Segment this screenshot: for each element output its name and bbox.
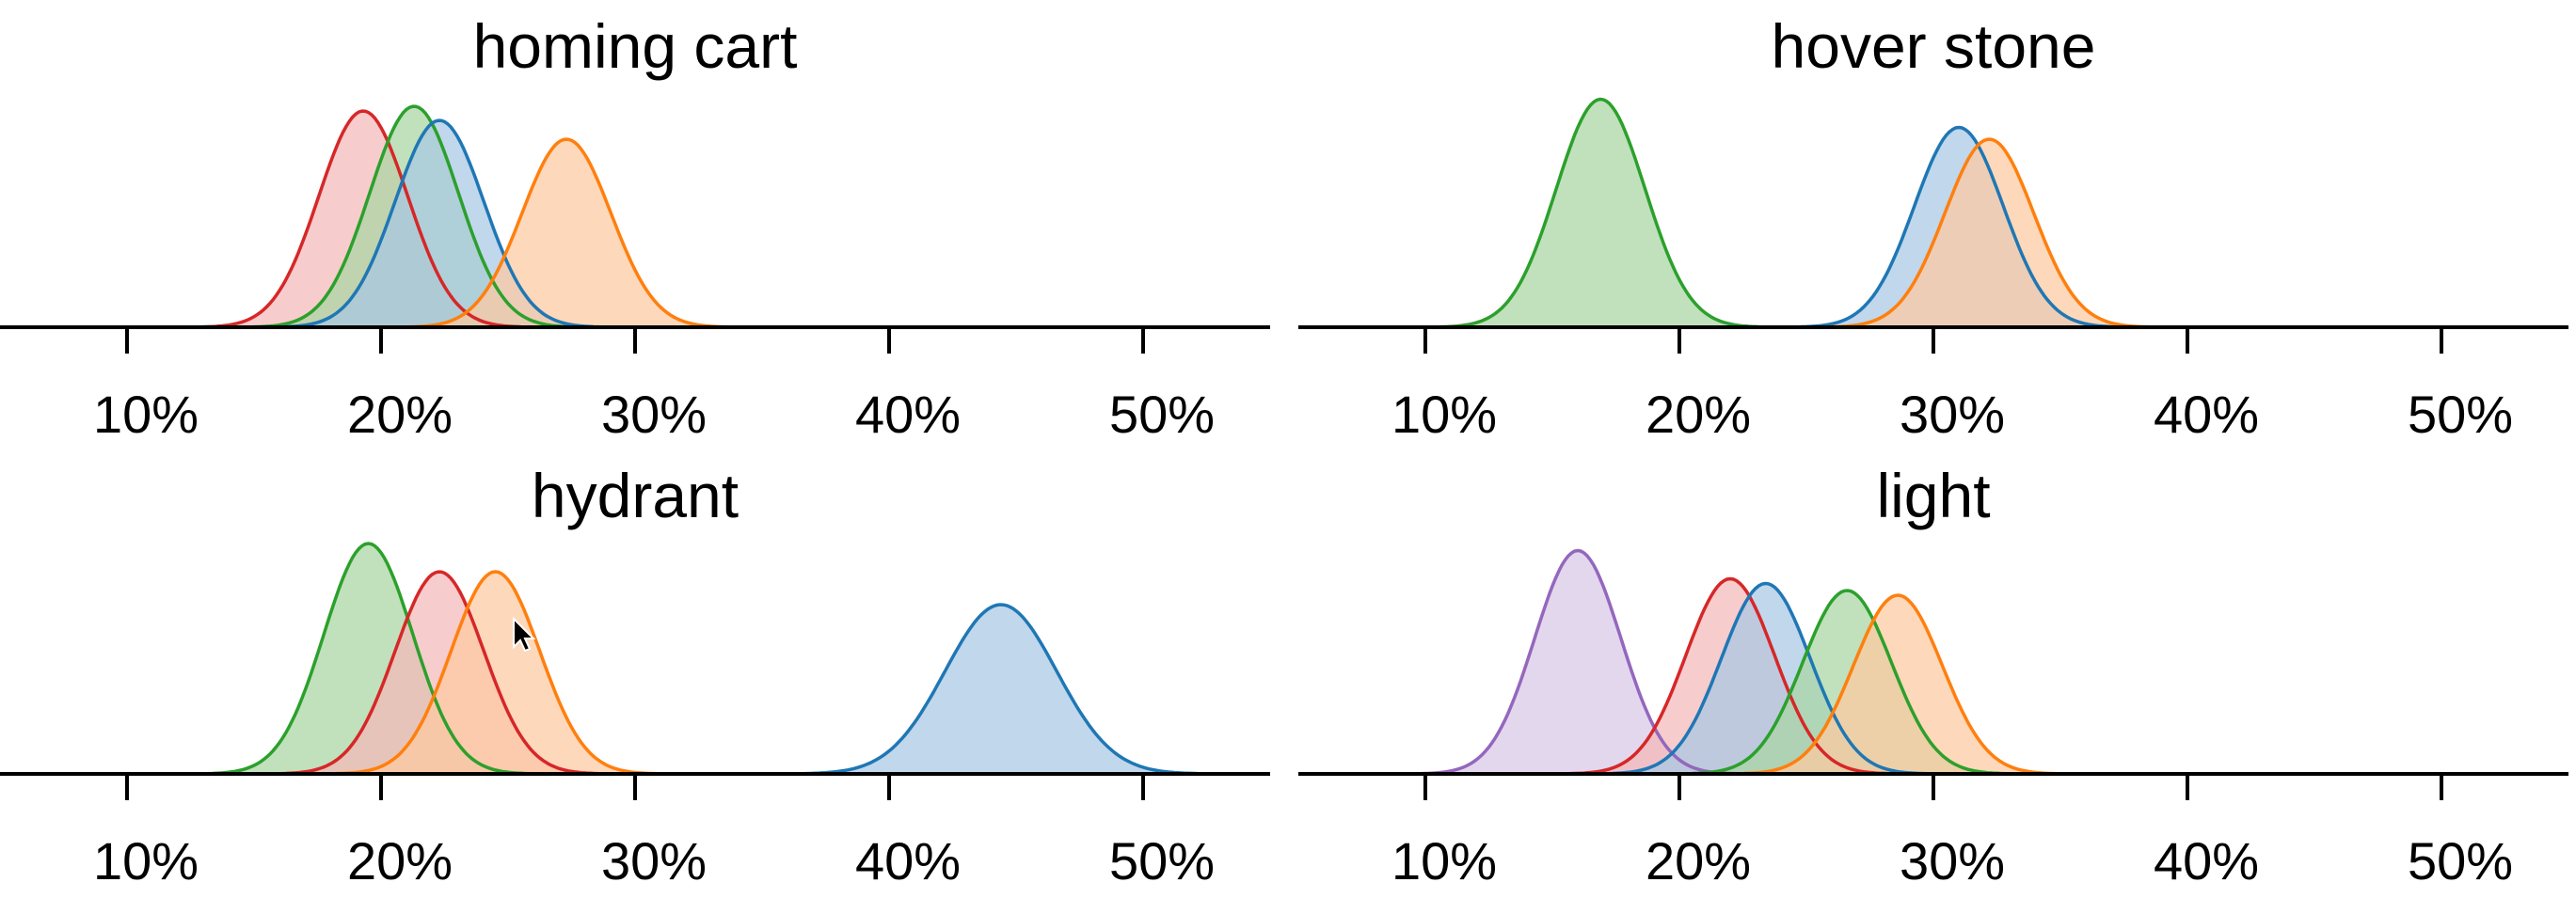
density-area-4 <box>0 605 1270 774</box>
density-area-1 <box>0 544 1270 774</box>
x-tick-label: 50% <box>1109 385 1215 444</box>
panel-title: hover stone <box>1772 11 2096 81</box>
x-tick-label: 50% <box>2408 831 2513 890</box>
density-area-3 <box>1298 139 2568 327</box>
x-tick-label: 40% <box>855 831 961 890</box>
x-tick-label: 40% <box>2154 831 2259 890</box>
density-area-5 <box>1298 595 2568 774</box>
x-tick-label: 50% <box>1109 831 1215 890</box>
x-tick-label: 10% <box>93 385 199 444</box>
density-area-1 <box>0 111 1270 327</box>
density-area-2 <box>1298 127 2568 327</box>
x-tick-label: 30% <box>601 385 707 444</box>
density-fills <box>1298 550 2568 774</box>
panel-title: hydrant <box>532 461 739 530</box>
density-fills <box>0 106 1270 327</box>
x-tick-label: 40% <box>2154 385 2259 444</box>
x-tick-label: 10% <box>1391 831 1497 890</box>
panel-title: homing cart <box>473 11 798 81</box>
mouse-cursor-icon <box>513 616 536 653</box>
x-tick-label: 20% <box>1646 831 1751 890</box>
x-tick-label: 20% <box>347 831 453 890</box>
density-fills <box>1298 99 2568 327</box>
panel-4: light 10% 20% 30% 40% 50% <box>1298 461 2568 890</box>
panel-title: light <box>1876 461 1990 530</box>
density-area-1 <box>1298 550 2568 774</box>
x-tick-label: 10% <box>1391 385 1497 444</box>
panel-3: hydrant 10% 20% 30% 40% 50% <box>0 461 1270 890</box>
x-tick-label: 20% <box>347 385 453 444</box>
x-tick-label: 30% <box>1900 385 2005 444</box>
x-tick-label: 30% <box>601 831 707 890</box>
x-tick-label: 20% <box>1646 385 1751 444</box>
density-area-1 <box>1298 99 2568 327</box>
x-tick-label: 50% <box>2408 385 2513 444</box>
x-tick-label: 10% <box>93 831 199 890</box>
x-tick-label: 40% <box>855 385 961 444</box>
density-fills <box>0 544 1270 774</box>
panel-1: homing cart 10% 20% 30% 40% 50% <box>0 11 1270 444</box>
density-area-4 <box>0 139 1270 327</box>
x-tick-label: 30% <box>1900 831 2005 890</box>
panel-2: hover stone 10% 20% 30% 40% 50% <box>1298 11 2568 444</box>
